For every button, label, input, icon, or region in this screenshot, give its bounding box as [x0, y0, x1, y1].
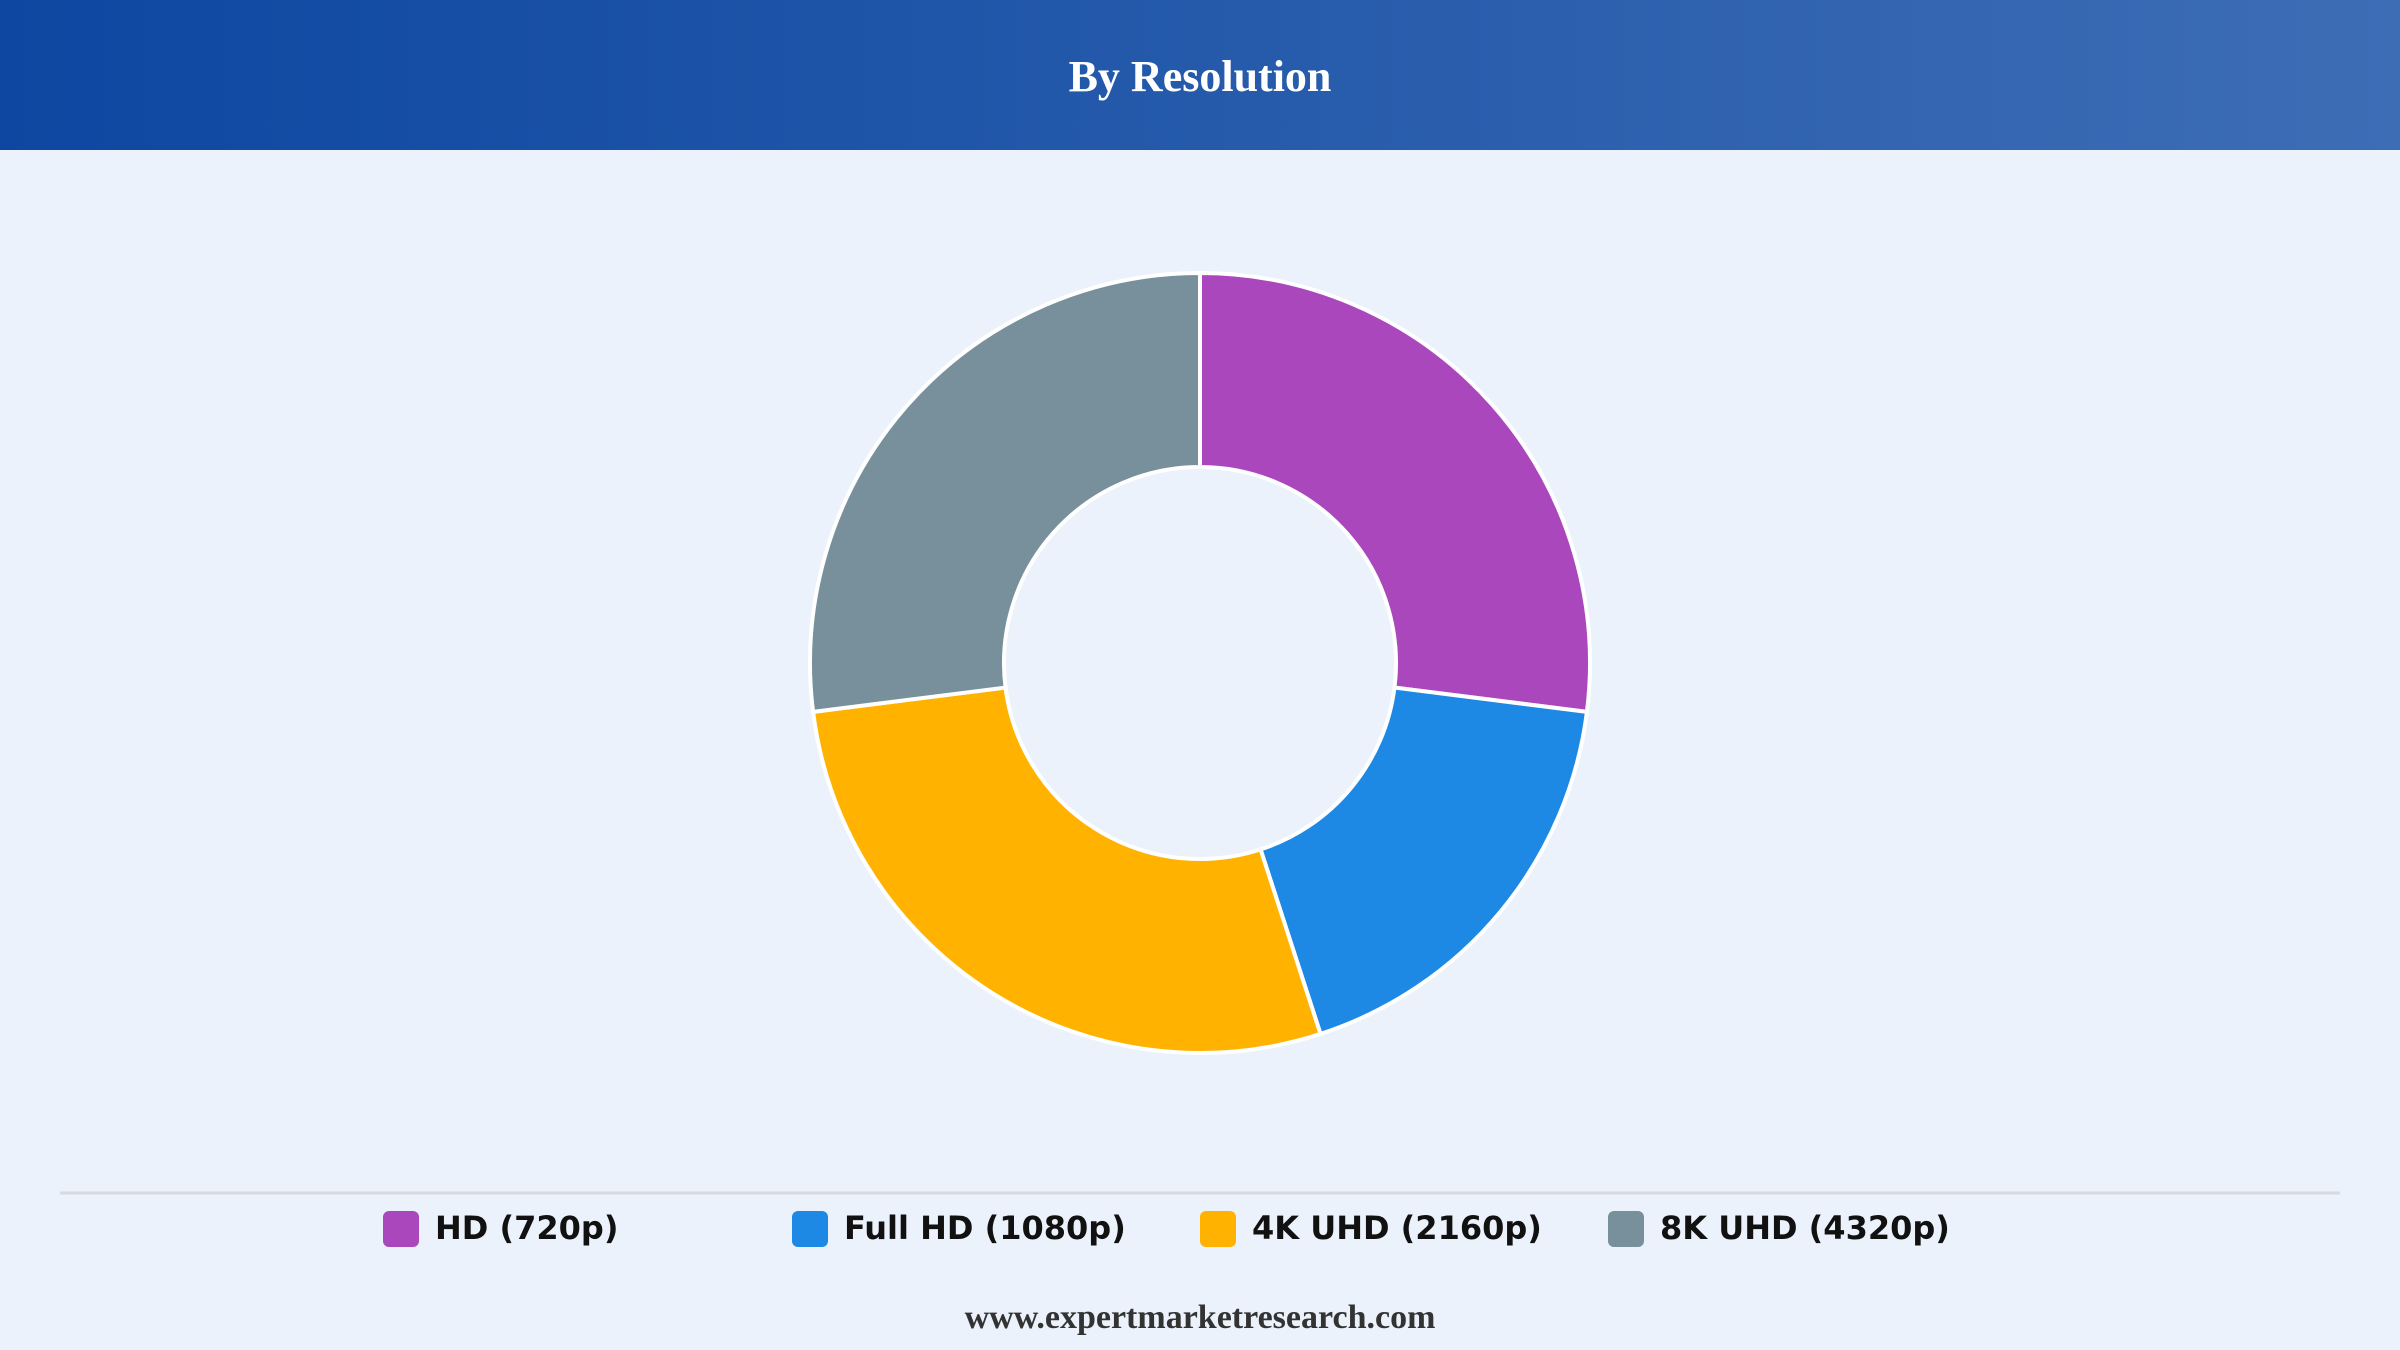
header-bar: [0, 0, 2400, 150]
donut-slice: [1198, 270, 1592, 715]
donut-slice: [1258, 685, 1590, 1037]
donut-slice: [808, 270, 1202, 715]
chart-title: By Resolution: [1069, 52, 1332, 101]
legend-swatch: [1200, 1211, 1236, 1247]
legend-swatch: [792, 1211, 828, 1247]
legend-label: 4K UHD (2160p): [1252, 1209, 1542, 1247]
legend-label: HD (720p): [435, 1209, 618, 1247]
legend-swatch: [1608, 1211, 1644, 1247]
source: www.expertmarketresearch.com: [965, 1299, 1436, 1336]
legend-label: 8K UHD (4320p): [1660, 1209, 1950, 1247]
legend-swatch: [383, 1211, 419, 1247]
donut-slice: [810, 685, 1324, 1055]
legend-label: Full HD (1080p): [844, 1209, 1126, 1247]
